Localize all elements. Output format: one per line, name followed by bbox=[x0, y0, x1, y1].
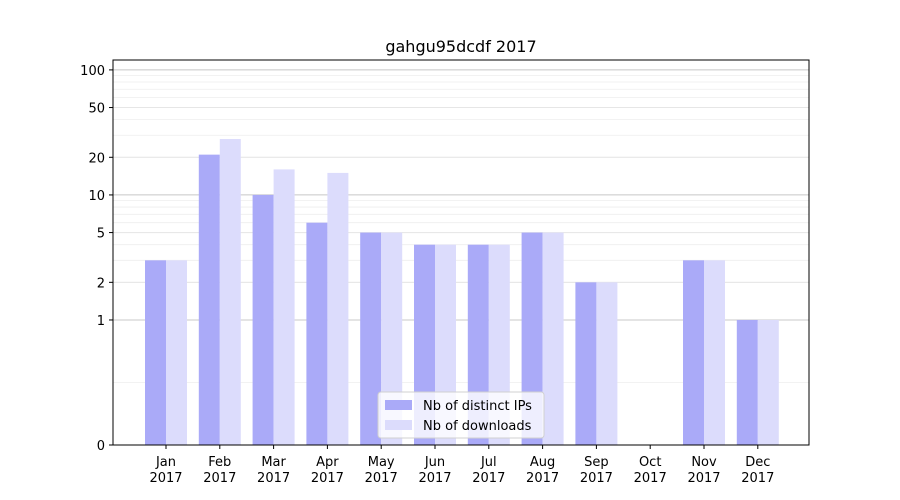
x-axis: Jan2017Feb2017Mar2017Apr2017May2017Jun20… bbox=[149, 445, 774, 486]
x-tick-label-month: Nov bbox=[691, 455, 717, 470]
y-tick-label: 5 bbox=[97, 227, 105, 242]
y-tick-label: 0 bbox=[97, 439, 105, 454]
bar-distinct-ips bbox=[198, 154, 220, 446]
bar-downloads bbox=[273, 169, 295, 445]
x-tick-label-month: Mar bbox=[261, 455, 286, 470]
y-tick-label: 50 bbox=[88, 102, 105, 117]
y-tick-label: 20 bbox=[88, 151, 105, 166]
y-tick-label: 2 bbox=[97, 276, 105, 291]
x-tick-label-year: 2017 bbox=[418, 471, 451, 486]
bar-distinct-ips bbox=[736, 319, 758, 445]
x-tick-label-month: Jan bbox=[155, 455, 176, 470]
x-tick-label-month: Jun bbox=[424, 455, 445, 470]
x-tick-label-month: Jul bbox=[480, 455, 497, 470]
plot-frame bbox=[112, 59, 810, 446]
bar-distinct-ips bbox=[306, 222, 328, 445]
x-tick-label-year: 2017 bbox=[580, 471, 613, 486]
x-tick-label-year: 2017 bbox=[203, 471, 236, 486]
x-tick-label-year: 2017 bbox=[634, 471, 667, 486]
x-tick-label-year: 2017 bbox=[741, 471, 774, 486]
legend-label: Nb of downloads bbox=[423, 419, 532, 434]
y-tick-label: 10 bbox=[88, 189, 105, 204]
bar-downloads bbox=[757, 319, 779, 445]
bar-distinct-ips bbox=[575, 282, 597, 445]
x-tick-label-year: 2017 bbox=[472, 471, 505, 486]
bar-downloads bbox=[327, 172, 349, 445]
x-tick-label-year: 2017 bbox=[149, 471, 182, 486]
x-tick-label-month: Oct bbox=[639, 455, 661, 470]
x-tick-label-year: 2017 bbox=[687, 471, 720, 486]
bar-distinct-ips bbox=[252, 194, 274, 445]
bar-downloads bbox=[704, 260, 725, 445]
legend-swatch bbox=[385, 400, 412, 410]
x-tick-label-month: Aug bbox=[530, 455, 555, 470]
x-tick-label-month: May bbox=[368, 455, 395, 470]
legend-box bbox=[377, 391, 545, 439]
x-tick-label-year: 2017 bbox=[311, 471, 344, 486]
x-tick-label-year: 2017 bbox=[526, 471, 559, 486]
bar-downloads bbox=[166, 260, 187, 445]
bar-distinct-ips bbox=[683, 260, 704, 445]
bar-downloads bbox=[219, 139, 241, 445]
legend-swatch bbox=[385, 420, 412, 430]
y-axis: 0 1 2 5 10 20 50 100 bbox=[80, 64, 113, 454]
y-tick-label: 1 bbox=[97, 314, 105, 329]
chart-title: gahgu95dcdf 2017 bbox=[385, 37, 536, 56]
x-tick-label-year: 2017 bbox=[365, 471, 398, 486]
x-tick-label-month: Feb bbox=[208, 455, 231, 470]
legend-label: Nb of distinct IPs bbox=[423, 399, 532, 414]
bar-distinct-ips bbox=[360, 232, 382, 445]
y-tick-label: 100 bbox=[80, 64, 105, 79]
x-tick-label-year: 2017 bbox=[257, 471, 290, 486]
x-tick-label-month: Dec bbox=[745, 455, 770, 470]
bar-distinct-ips bbox=[145, 260, 166, 445]
bar-downloads bbox=[596, 282, 618, 445]
legend: Nb of distinct IPs Nb of downloads bbox=[377, 391, 545, 439]
x-tick-label-month: Sep bbox=[584, 455, 609, 470]
x-tick-label-month: Apr bbox=[316, 455, 339, 470]
bar-downloads bbox=[542, 232, 564, 445]
